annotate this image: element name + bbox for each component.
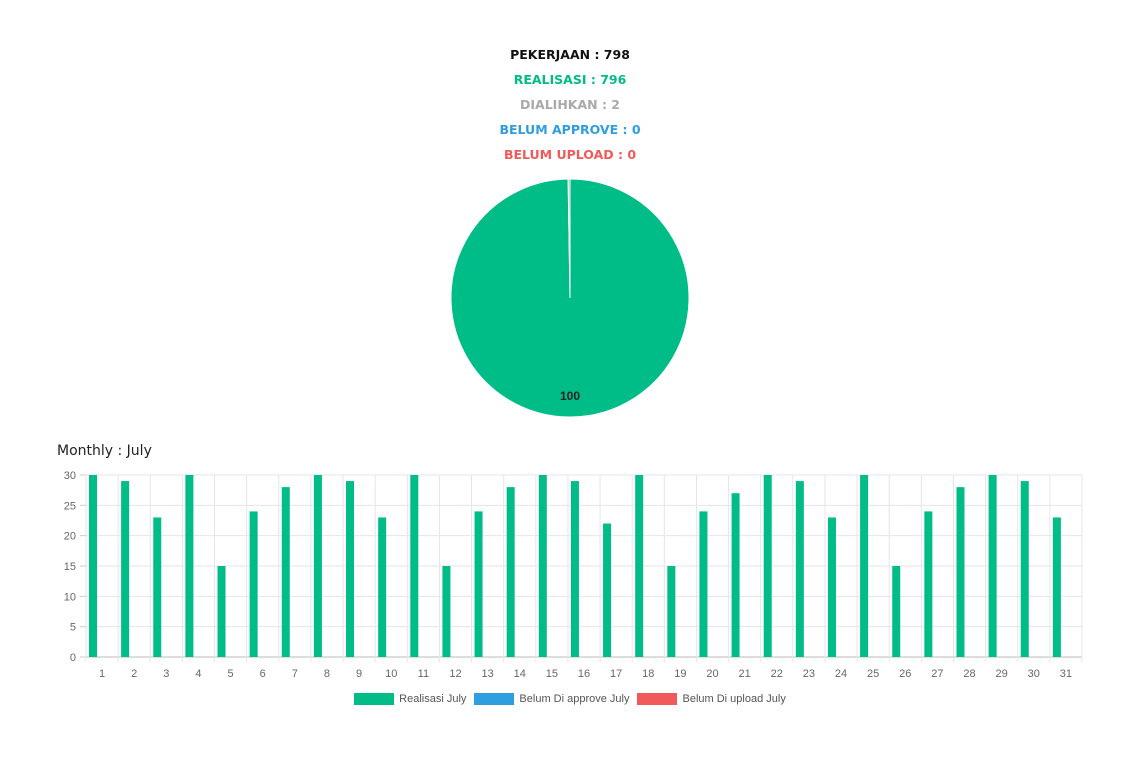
x-tick-label: 15 xyxy=(546,668,558,680)
x-tick-label: 24 xyxy=(835,668,847,680)
x-tick-label: 17 xyxy=(610,668,622,680)
bar-realisasi[interactable] xyxy=(924,511,933,657)
y-tick-label: 10 xyxy=(64,591,76,603)
bar-realisasi[interactable] xyxy=(538,475,547,657)
legend-label-belum-approve: Belum Di approve July xyxy=(519,693,630,705)
summary-stats: PEKERJAAN : 798 REALISASI : 796 DIALIHKA… xyxy=(0,42,1140,167)
bar-realisasi[interactable] xyxy=(474,511,483,657)
legend-item-belum-upload[interactable]: Belum Di upload July xyxy=(637,693,786,705)
x-tick-label: 8 xyxy=(324,668,330,680)
bar-realisasi[interactable] xyxy=(699,511,708,657)
bar-chart-legend: Realisasi July Belum Di approve July Bel… xyxy=(0,693,1140,705)
bar-realisasi[interactable] xyxy=(956,487,965,657)
bar-realisasi[interactable] xyxy=(121,481,130,657)
bar-realisasi[interactable] xyxy=(506,487,515,657)
x-tick-label: 28 xyxy=(963,668,975,680)
x-tick-label: 5 xyxy=(228,668,234,680)
x-tick-label: 19 xyxy=(674,668,686,680)
x-tick-label: 13 xyxy=(481,668,493,680)
bar-realisasi[interactable] xyxy=(1020,481,1029,657)
legend-item-realisasi[interactable]: Realisasi July xyxy=(354,693,466,705)
bar-realisasi[interactable] xyxy=(185,475,194,657)
pie-chart: 100 xyxy=(450,178,690,418)
legend-swatch-belum-approve xyxy=(474,693,515,705)
bar-realisasi[interactable] xyxy=(313,475,322,657)
bar-realisasi[interactable] xyxy=(860,475,869,657)
legend-item-belum-approve[interactable]: Belum Di approve July xyxy=(474,693,629,705)
x-tick-label: 26 xyxy=(899,668,911,680)
bar-realisasi[interactable] xyxy=(281,487,290,657)
x-tick-label: 4 xyxy=(195,668,201,680)
y-tick-label: 30 xyxy=(64,470,76,482)
legend-swatch-realisasi xyxy=(354,693,395,705)
bar-realisasi[interactable] xyxy=(603,523,612,657)
bar-realisasi[interactable] xyxy=(827,517,836,657)
bar-realisasi[interactable] xyxy=(731,493,740,657)
y-tick-label: 25 xyxy=(64,500,76,512)
x-tick-label: 21 xyxy=(739,668,751,680)
bar-realisasi[interactable] xyxy=(410,475,419,657)
x-tick-label: 30 xyxy=(1028,668,1040,680)
bar-realisasi[interactable] xyxy=(249,511,258,657)
pie-slice-dialihkan[interactable] xyxy=(567,178,571,299)
x-tick-label: 10 xyxy=(385,668,397,680)
x-tick-label: 27 xyxy=(931,668,943,680)
bar-realisasi[interactable] xyxy=(346,481,355,657)
y-tick-label: 15 xyxy=(64,561,76,573)
bar-realisasi[interactable] xyxy=(378,517,387,657)
pekerjaan-total: PEKERJAAN : 798 xyxy=(510,47,630,62)
bar-realisasi[interactable] xyxy=(570,481,579,657)
x-tick-label: 25 xyxy=(867,668,879,680)
bar-realisasi[interactable] xyxy=(892,566,901,657)
x-tick-label: 2 xyxy=(131,668,137,680)
belum-upload-total: BELUM UPLOAD : 0 xyxy=(503,147,637,162)
x-tick-label: 3 xyxy=(163,668,169,680)
y-tick-label: 20 xyxy=(64,531,76,543)
dialihkan-total: DIALIHKAN : 2 xyxy=(520,97,620,112)
bar-realisasi[interactable] xyxy=(795,481,804,657)
bar-realisasi[interactable] xyxy=(988,475,997,657)
bar-realisasi[interactable] xyxy=(1052,517,1061,657)
x-tick-label: 1 xyxy=(99,668,105,680)
x-tick-label: 6 xyxy=(260,668,266,680)
x-tick-label: 31 xyxy=(1060,668,1072,680)
pie-data-label: 100 xyxy=(560,389,580,403)
bar-realisasi[interactable] xyxy=(442,566,451,657)
y-tick-label: 5 xyxy=(70,622,76,634)
x-tick-label: 9 xyxy=(356,668,362,680)
bar-realisasi[interactable] xyxy=(763,475,772,657)
x-tick-label: 16 xyxy=(578,668,590,680)
bar-realisasi[interactable] xyxy=(217,566,226,657)
legend-swatch-belum-upload xyxy=(637,693,678,705)
monthly-chart-title: Monthly : July xyxy=(57,443,152,459)
x-tick-label: 18 xyxy=(642,668,654,680)
x-tick-label: 14 xyxy=(514,668,526,680)
realisasi-total: REALISASI : 796 xyxy=(513,72,627,87)
bar-realisasi[interactable] xyxy=(667,566,676,657)
x-tick-label: 22 xyxy=(771,668,783,680)
x-tick-label: 11 xyxy=(418,668,429,680)
x-tick-label: 23 xyxy=(803,668,815,680)
x-tick-label: 12 xyxy=(449,668,461,680)
legend-label-belum-upload: Belum Di upload July xyxy=(682,693,786,705)
bar-realisasi[interactable] xyxy=(635,475,644,657)
x-tick-label: 29 xyxy=(996,668,1008,680)
belum-approve-total: BELUM APPROVE : 0 xyxy=(499,122,641,137)
bar-realisasi[interactable] xyxy=(153,517,162,657)
x-tick-label: 7 xyxy=(292,668,298,680)
bar-realisasi[interactable] xyxy=(89,475,97,657)
legend-label-realisasi: Realisasi July xyxy=(399,693,467,705)
x-tick-label: 20 xyxy=(706,668,718,680)
y-tick-label: 0 xyxy=(70,652,76,664)
